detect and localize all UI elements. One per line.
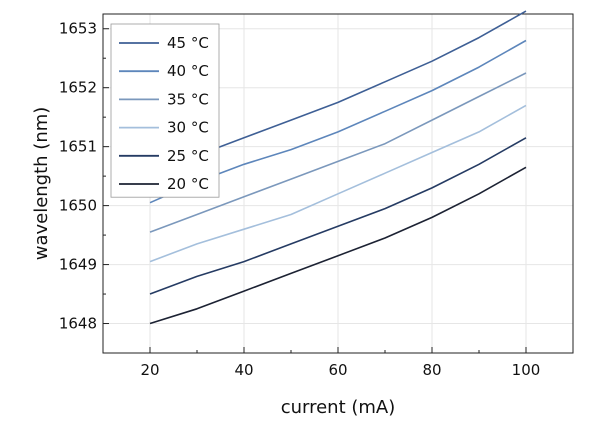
series-line: [149, 137, 527, 295]
x-tick-label: 20: [140, 361, 159, 379]
legend-entry: 25 °C: [167, 147, 209, 165]
legend-entry: 35 °C: [167, 90, 209, 108]
x-tick-label: 60: [328, 361, 347, 379]
y-tick-label: 1652: [59, 79, 97, 97]
y-tick-label: 1650: [59, 197, 97, 215]
legend: 45 °C 40 °C 35 °C 30 °C 25 °C 20 °C: [110, 23, 220, 198]
y-tick-label: 1649: [59, 256, 97, 274]
legend-entry: 20 °C: [167, 175, 209, 193]
y-tick-label: 1651: [59, 138, 97, 156]
series-line: [149, 166, 527, 325]
x-tick-label: 80: [422, 361, 441, 379]
axis-ticks: 20 40 60 80 100 1648 1649 1650 1651 1652 1653: [59, 20, 574, 379]
series-line: [149, 72, 527, 233]
x-tick-label: 40: [234, 361, 253, 379]
legend-entry: 40 °C: [167, 62, 209, 80]
y-tick-label: 1648: [59, 315, 97, 333]
y-tick-label: 1653: [59, 20, 97, 38]
legend-box: [110, 23, 220, 198]
legend-entry: 30 °C: [167, 119, 209, 137]
x-tick-label: 100: [512, 361, 541, 379]
x-axis-label: current (mA): [281, 397, 396, 418]
legend-entry: 45 °C: [167, 34, 209, 52]
series-line: [149, 104, 527, 263]
y-axis-label: wavelength (nm): [31, 107, 52, 261]
